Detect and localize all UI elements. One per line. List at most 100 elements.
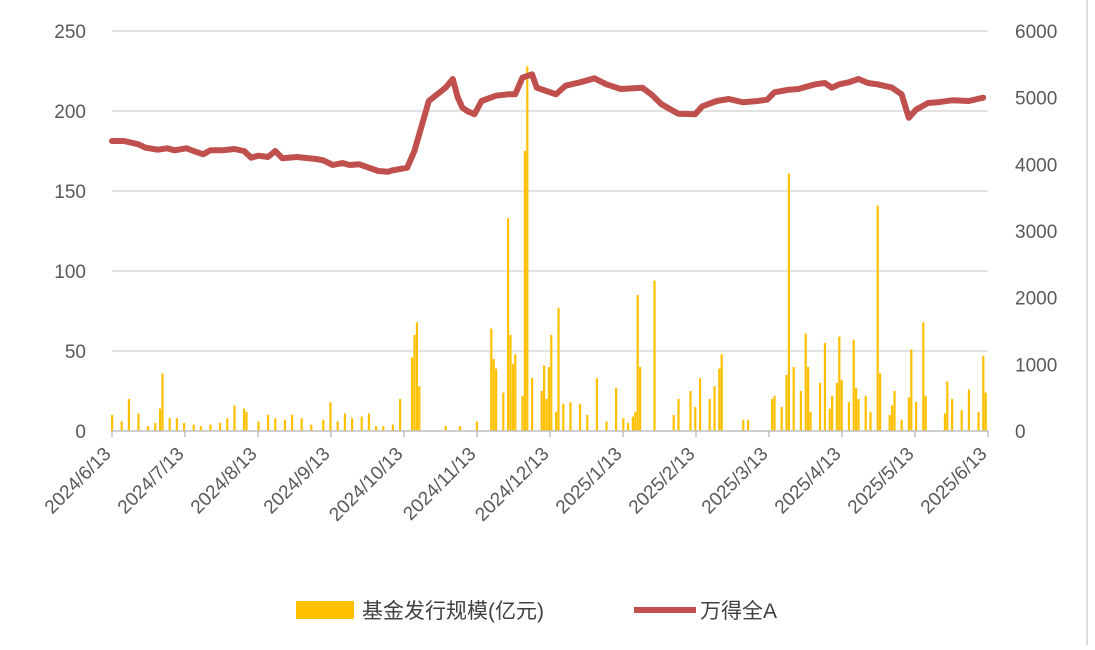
x-tick-label: 2025/4/13 [771,444,846,519]
bar [127,399,130,431]
x-tick-label: 2024/9/13 [260,444,335,519]
bar [283,419,286,431]
bar [291,415,294,431]
bar [175,418,178,431]
bar [579,403,582,431]
bar [322,419,325,431]
right-tick-label: 5000 [1015,89,1057,110]
bar [792,367,795,431]
bar [967,389,970,431]
bar [631,416,634,431]
bar [418,386,421,431]
right-tick-label: 2000 [1015,289,1057,310]
bar [771,399,774,431]
bar [502,392,505,431]
bar [310,424,313,431]
bar [523,151,526,431]
bar [891,405,894,431]
bar [547,367,550,431]
bar [807,367,810,431]
bar [550,335,553,431]
bar [245,411,248,431]
legend-line-label: 万得全A [700,600,777,623]
bar [615,387,618,431]
bar [411,357,414,431]
left-tick-label: 0 [75,422,86,443]
bar [804,333,807,431]
bar [982,355,985,431]
bar [351,418,354,431]
line-series [109,71,987,175]
bar [835,383,838,431]
legend-bar-label: 基金发行规模(亿元) [362,600,544,623]
bar [111,415,114,431]
bar [893,391,896,431]
bar [742,419,745,431]
bar [787,173,790,431]
bar [840,379,843,431]
bar [509,335,512,431]
bar [459,426,462,431]
bar [511,363,514,431]
bar [636,295,639,431]
bar [708,399,711,431]
grid-lines [112,30,988,352]
bar [689,391,692,431]
bar [869,411,872,431]
bar [922,322,925,431]
bar [526,66,529,431]
bar [888,415,891,431]
bar [490,328,493,431]
x-tick-label: 2024/7/13 [114,444,189,519]
bar [677,399,680,431]
bar [847,402,850,431]
bar [147,426,150,431]
bar [780,407,783,431]
bar [718,368,721,431]
bar [879,373,882,431]
bar [444,426,447,431]
bar [857,399,860,431]
bar [720,354,723,431]
bar [907,397,910,431]
bar [521,395,524,431]
bar [514,354,517,431]
bar [399,399,402,431]
left-tick-label: 50 [65,342,86,363]
bar [168,418,171,431]
bar [243,408,246,431]
right-tick-label: 6000 [1015,22,1057,43]
bar [699,378,702,431]
bar [924,395,927,431]
bar [627,423,630,431]
bar [876,205,879,431]
bar [557,307,560,431]
right-tick-label: 3000 [1015,222,1057,243]
x-axis-ticks: 2024/6/132024/7/132024/8/132024/9/132024… [41,431,992,526]
bar [507,218,510,431]
bar [713,386,716,431]
bar [946,381,949,431]
bar [267,415,270,431]
bar [595,378,598,431]
x-tick-label: 2025/5/13 [844,444,919,519]
bar [622,418,625,431]
bar [209,424,212,431]
legend-bar-swatch [296,601,354,619]
x-tick-label: 2025/3/13 [698,444,773,519]
bar [336,421,339,431]
bar [161,373,164,431]
bar [951,399,954,431]
right-divider [1086,0,1088,645]
bar [375,426,378,431]
bar [799,391,802,431]
bar [495,368,498,431]
bar [773,395,776,431]
bar [855,387,858,431]
x-tick-label: 2025/1/13 [552,444,627,519]
right-tick-label: 4000 [1015,155,1057,176]
line-series-path [109,71,987,175]
left-tick-label: 250 [54,22,86,43]
